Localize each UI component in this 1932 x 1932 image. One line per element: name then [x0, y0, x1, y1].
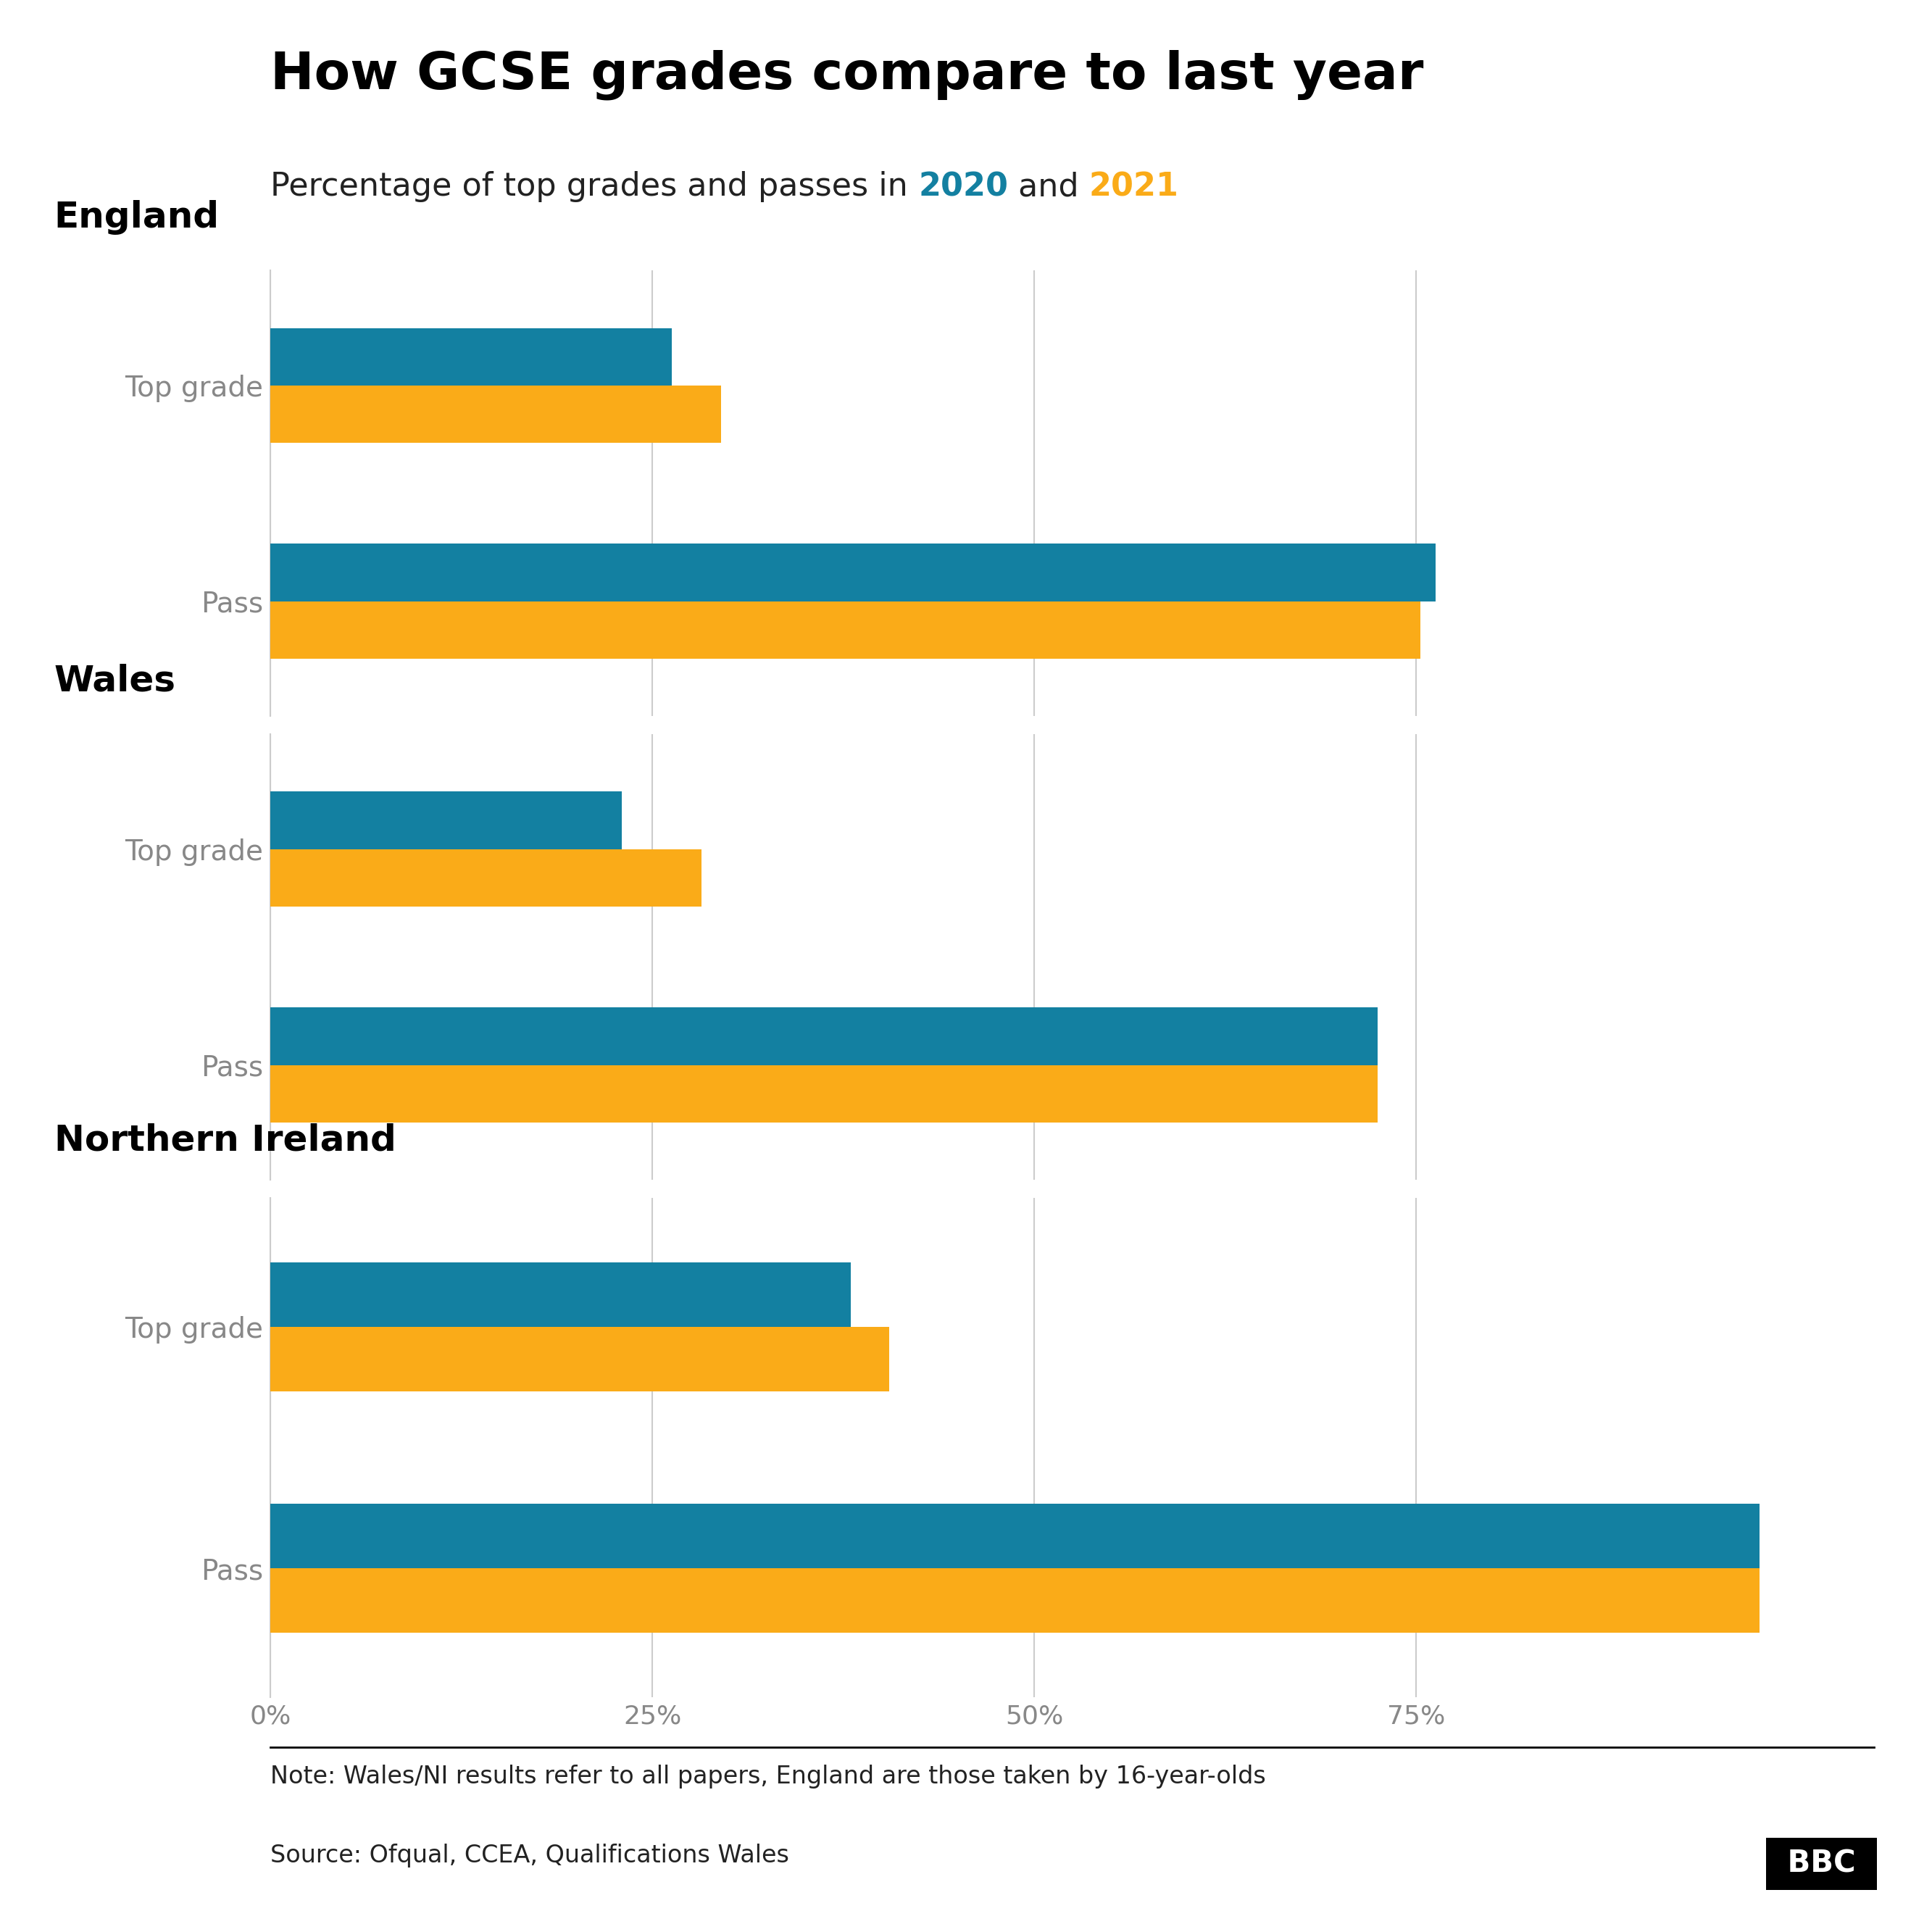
Text: How GCSE grades compare to last year: How GCSE grades compare to last year [270, 50, 1424, 100]
Text: 2020: 2020 [918, 172, 1009, 203]
Bar [270, 1007, 1378, 1065]
Bar [270, 543, 1435, 601]
Bar [270, 1503, 1760, 1569]
Bar [270, 1327, 889, 1391]
Text: Source: Ofqual, CCEA, Qualifications Wales: Source: Ofqual, CCEA, Qualifications Wal… [270, 1843, 790, 1868]
Text: and: and [1009, 172, 1090, 203]
Bar [270, 386, 721, 442]
Bar [270, 792, 622, 850]
Text: BBC: BBC [1777, 1849, 1866, 1880]
Bar [270, 850, 701, 906]
Text: Percentage of top grades and passes in: Percentage of top grades and passes in [270, 172, 918, 203]
Bar [270, 601, 1420, 659]
Text: Wales: Wales [54, 665, 176, 699]
Bar [270, 1065, 1378, 1122]
Text: Northern Ireland: Northern Ireland [54, 1122, 396, 1157]
Text: 2021: 2021 [1090, 172, 1179, 203]
Text: England: England [54, 201, 220, 236]
Bar [270, 1262, 850, 1327]
Bar [270, 1569, 1760, 1633]
Bar [270, 328, 672, 386]
Text: Note: Wales/NI results refer to all papers, England are those taken by 16-year-o: Note: Wales/NI results refer to all pape… [270, 1766, 1265, 1789]
